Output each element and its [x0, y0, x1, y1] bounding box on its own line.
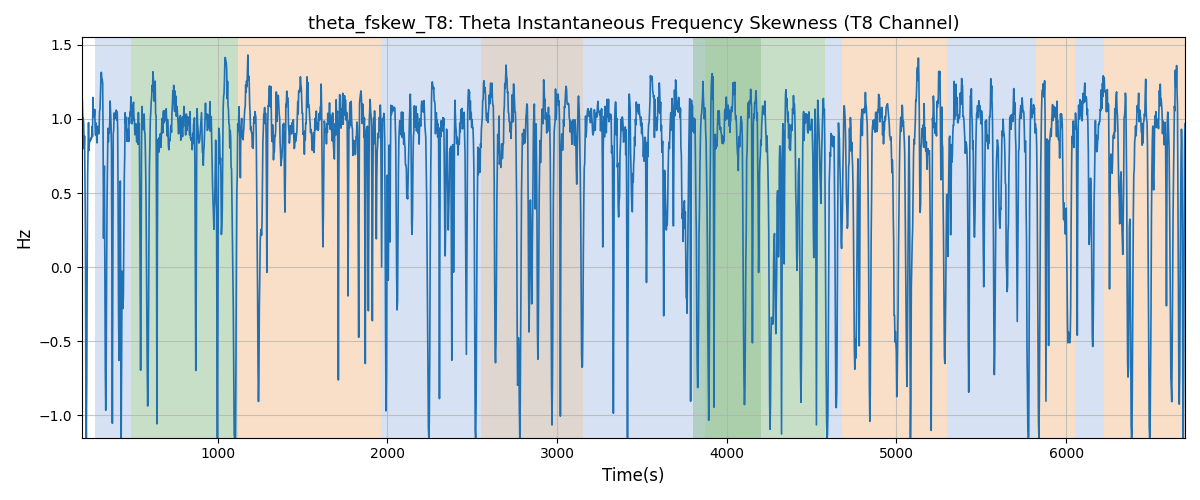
Bar — [1036, 38, 1075, 438]
Bar — [1075, 38, 1104, 438]
Title: theta_fskew_T8: Theta Instantaneous Frequency Skewness (T8 Channel): theta_fskew_T8: Theta Instantaneous Freq… — [307, 15, 959, 34]
Bar — [692, 38, 826, 438]
Bar — [96, 38, 131, 438]
Bar — [948, 38, 1036, 438]
Bar — [131, 38, 238, 438]
Bar — [842, 38, 948, 438]
Bar — [380, 38, 692, 438]
Y-axis label: Hz: Hz — [14, 227, 32, 248]
Bar — [238, 38, 380, 438]
X-axis label: Time(s): Time(s) — [602, 467, 665, 485]
Bar — [826, 38, 842, 438]
Bar — [1104, 38, 1186, 438]
Bar — [704, 38, 761, 438]
Bar — [692, 38, 704, 438]
Bar — [481, 38, 582, 438]
